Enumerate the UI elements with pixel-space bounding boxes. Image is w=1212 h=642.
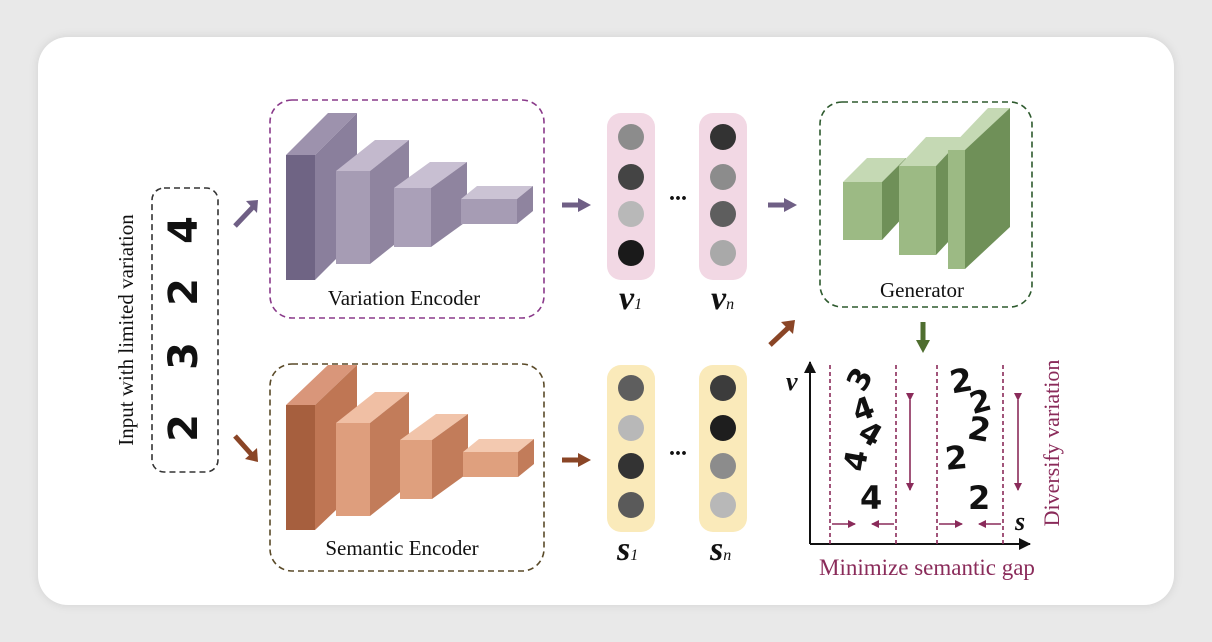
variation-layer-block bbox=[394, 162, 467, 247]
semantic-layer-block bbox=[463, 439, 534, 477]
generator: Generator bbox=[819, 101, 1033, 308]
s-ellipsis: ... bbox=[669, 435, 687, 461]
generator-label: Generator bbox=[880, 278, 964, 302]
semantic-encoder-box bbox=[269, 363, 545, 572]
input-digit: 2 bbox=[161, 278, 207, 306]
output-plot: v s 3 4 4 4 4 2 2 2 2 2 Diversify variat… bbox=[786, 360, 1064, 580]
svg-text:4: 4 bbox=[161, 216, 207, 244]
semantic-encoder: Semantic Encoder bbox=[269, 363, 545, 572]
input-box bbox=[151, 187, 219, 473]
v-ellipsis: ... bbox=[669, 180, 687, 206]
input-label: Input with limited variation bbox=[114, 214, 138, 446]
input-digit: 3 bbox=[161, 342, 207, 370]
semantic-vector-sn bbox=[699, 365, 747, 532]
svg-text:3: 3 bbox=[161, 342, 207, 370]
semantic-layer-block bbox=[336, 392, 409, 516]
diversify-variation-label: Diversify variation bbox=[1039, 360, 1064, 527]
generator-layer-block bbox=[843, 158, 906, 240]
svg-text:2: 2 bbox=[161, 414, 207, 442]
semantic-layer-block bbox=[400, 414, 468, 499]
variation-vector-v1 bbox=[607, 113, 655, 280]
x-axis-label: s bbox=[1014, 507, 1025, 536]
semantic-encoder-label: Semantic Encoder bbox=[325, 536, 478, 560]
generated-digit: 2 bbox=[968, 479, 990, 517]
sn-label: sn bbox=[709, 531, 731, 568]
arrow-s-to-generator-head bbox=[781, 320, 795, 334]
variation-layer-block bbox=[461, 186, 533, 224]
arrow-to-variation bbox=[233, 205, 255, 228]
variation-encoder: Variation Encoder bbox=[269, 99, 545, 319]
arrow-v-to-generator-head bbox=[784, 198, 797, 212]
variation-encoder-box bbox=[269, 99, 545, 319]
arrow-s-to-generator bbox=[768, 326, 790, 347]
svg-text:2: 2 bbox=[161, 278, 207, 306]
generator-layer-block bbox=[948, 108, 1010, 269]
generated-digit: 4 bbox=[860, 479, 882, 517]
variation-encoder-label: Variation Encoder bbox=[328, 286, 480, 310]
generator-box bbox=[819, 101, 1033, 308]
input-digit: 4 bbox=[161, 216, 207, 244]
input-panel: 4 2 3 2 Input with limited variation bbox=[114, 187, 219, 473]
arrow-generator-to-output-head bbox=[916, 340, 930, 353]
y-axis-label: v bbox=[786, 367, 798, 396]
arrow-to-semantic-head bbox=[245, 448, 258, 462]
generated-digit: 2 bbox=[943, 438, 968, 478]
input-digit: 2 bbox=[161, 414, 207, 442]
v1-label: v1 bbox=[619, 280, 642, 317]
s1-label: s1 bbox=[616, 531, 638, 568]
arrow-variation-to-v-head bbox=[578, 198, 591, 212]
arrow-semantic-to-s-head bbox=[578, 453, 591, 467]
arrow-to-semantic bbox=[233, 434, 254, 457]
arrow-to-variation-head bbox=[246, 200, 258, 213]
vn-label: vn bbox=[711, 280, 734, 317]
minimize-gap-label: Minimize semantic gap bbox=[819, 555, 1035, 580]
generated-digit: 2 bbox=[965, 409, 994, 450]
semantic-vector-s1 bbox=[607, 365, 655, 532]
variation-vector-vn bbox=[699, 113, 747, 280]
